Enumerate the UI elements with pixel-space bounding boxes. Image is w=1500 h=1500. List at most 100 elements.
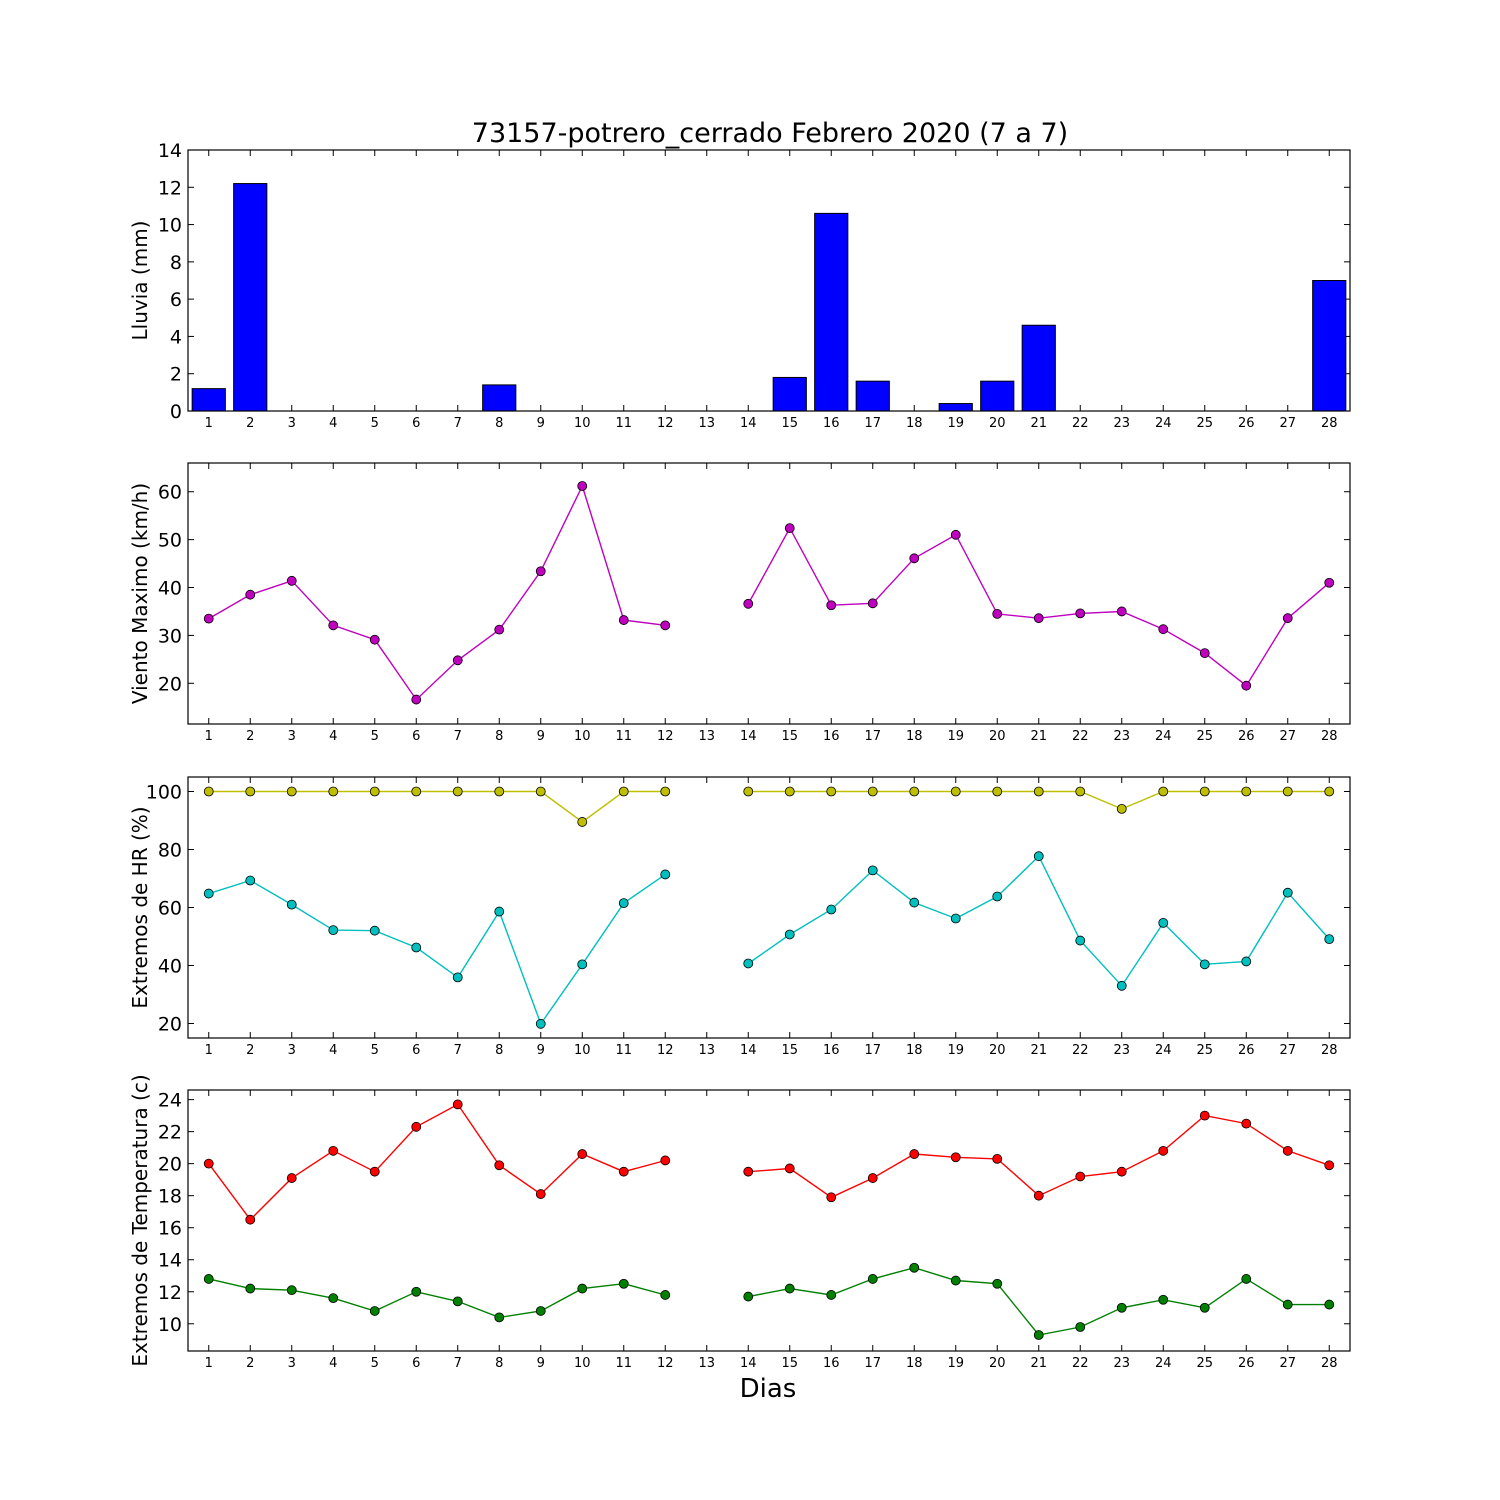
data-point xyxy=(909,897,920,908)
bar xyxy=(1021,324,1056,412)
data-point xyxy=(494,624,505,635)
x-tick-label: 26 xyxy=(1238,1356,1255,1371)
x-tick-label: 28 xyxy=(1321,416,1338,431)
data-point xyxy=(1241,1118,1252,1129)
data-point xyxy=(1116,980,1127,991)
x-tick-label: 23 xyxy=(1113,1356,1130,1371)
data-point xyxy=(1199,786,1210,797)
x-tick-label: 3 xyxy=(288,416,296,431)
data-point xyxy=(577,959,588,970)
data-point xyxy=(452,655,463,666)
data-point xyxy=(369,1166,380,1177)
data-point xyxy=(1324,786,1335,797)
series-2 xyxy=(203,851,1335,1029)
data-point xyxy=(1282,613,1293,624)
data-point xyxy=(328,1293,339,1304)
data-point xyxy=(618,1166,629,1177)
data-point xyxy=(826,904,837,915)
data-point xyxy=(411,694,422,705)
x-tick-label: 23 xyxy=(1113,729,1130,744)
y-tick-label: 2 xyxy=(170,364,182,386)
x-tick-label: 17 xyxy=(864,1043,881,1058)
x-tick-label: 8 xyxy=(495,1043,503,1058)
data-point xyxy=(1116,1166,1127,1177)
y-tick-label: 16 xyxy=(158,1218,182,1240)
y-tick-label: 20 xyxy=(158,673,182,695)
data-point xyxy=(826,600,837,611)
bar xyxy=(814,212,849,412)
data-point xyxy=(660,1155,671,1166)
data-point xyxy=(535,786,546,797)
data-point xyxy=(535,1018,546,1029)
data-point xyxy=(909,553,920,564)
x-tick-label: 21 xyxy=(1030,729,1047,744)
x-tick-label: 1 xyxy=(205,729,213,744)
x-tick-label: 22 xyxy=(1072,1043,1089,1058)
data-point xyxy=(784,523,795,534)
data-point xyxy=(411,786,422,797)
y-tick-label: 22 xyxy=(158,1122,182,1144)
x-tick-label: 13 xyxy=(698,1043,715,1058)
data-point xyxy=(1282,786,1293,797)
data-point xyxy=(203,1274,214,1284)
data-point xyxy=(950,786,961,797)
data-point xyxy=(618,786,629,797)
data-point xyxy=(203,888,214,899)
x-tick-label: 26 xyxy=(1238,729,1255,744)
x-tick-label: 6 xyxy=(412,1043,420,1058)
x-tick-label: 27 xyxy=(1279,416,1296,431)
data-point xyxy=(245,589,256,600)
x-tick-label: 9 xyxy=(537,1356,545,1371)
data-point xyxy=(1282,1145,1293,1156)
data-point xyxy=(950,529,961,540)
data-point xyxy=(1241,786,1252,797)
data-point xyxy=(826,1290,837,1300)
x-tick-label: 15 xyxy=(781,729,798,744)
x-tick-label: 7 xyxy=(454,729,462,744)
data-point xyxy=(286,786,297,797)
data-point xyxy=(452,1296,463,1307)
data-point xyxy=(411,1121,422,1132)
x-tick-label: 20 xyxy=(989,729,1006,744)
y-tick-label: 10 xyxy=(158,215,182,237)
data-point xyxy=(618,615,629,625)
x-tick-label: 10 xyxy=(574,1356,591,1371)
x-tick-label: 25 xyxy=(1196,1356,1213,1371)
x-tick-label: 20 xyxy=(989,416,1006,431)
x-tick-label: 12 xyxy=(657,729,674,744)
data-point xyxy=(992,786,1003,797)
data-point xyxy=(826,786,837,797)
data-point xyxy=(494,1160,505,1171)
data-point xyxy=(1199,959,1210,970)
data-point xyxy=(203,613,214,624)
x-tick-label: 24 xyxy=(1155,1043,1172,1058)
data-point xyxy=(743,1166,754,1177)
data-point xyxy=(1241,956,1252,967)
data-point xyxy=(1033,613,1044,624)
x-tick-label: 13 xyxy=(698,729,715,744)
data-point xyxy=(743,1291,754,1302)
x-tick-label: 22 xyxy=(1072,729,1089,744)
y-tick-label: 0 xyxy=(170,401,182,423)
data-point xyxy=(286,899,297,910)
data-point xyxy=(245,1283,256,1294)
bar xyxy=(938,403,973,412)
data-point xyxy=(1158,624,1169,635)
data-point xyxy=(660,620,671,631)
data-point xyxy=(286,1285,297,1296)
series-line xyxy=(208,484,666,701)
x-tick-label: 4 xyxy=(329,1356,337,1371)
data-point xyxy=(328,925,339,936)
x-tick-label: 11 xyxy=(615,1356,632,1371)
x-tick-label: 24 xyxy=(1155,416,1172,431)
data-point xyxy=(1033,851,1044,862)
x-tick-label: 18 xyxy=(906,729,923,744)
data-point xyxy=(1116,804,1127,814)
data-point xyxy=(1241,680,1252,691)
data-point xyxy=(992,891,1003,902)
x-tick-label: 1 xyxy=(205,1356,213,1371)
data-point xyxy=(784,786,795,797)
data-point xyxy=(1158,786,1169,797)
y-axis-label: Extremos de HR (%) xyxy=(128,806,152,1008)
